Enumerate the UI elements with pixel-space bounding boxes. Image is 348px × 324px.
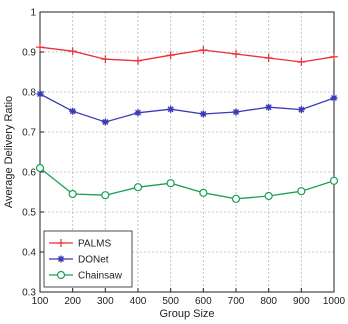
series-palms xyxy=(36,43,338,66)
legend-label: Chainsaw xyxy=(78,271,123,282)
legend-label: PALMS xyxy=(78,239,111,250)
x-tick-label: 500 xyxy=(162,296,179,307)
data-point xyxy=(57,255,65,263)
data-point xyxy=(264,191,273,201)
data-point xyxy=(329,176,339,185)
plot-frame xyxy=(39,11,335,293)
data-point xyxy=(330,94,338,102)
data-point xyxy=(232,50,240,58)
data-point xyxy=(199,110,207,118)
x-tick-label: 600 xyxy=(195,296,212,307)
x-tick-label: 700 xyxy=(228,296,245,307)
legend: PALMS DONet Chainsaw xyxy=(43,230,133,288)
x-tick-label: 1000 xyxy=(323,296,346,307)
x-axis-label: Group Size xyxy=(159,308,214,320)
series-line xyxy=(39,93,335,123)
x-tick-label: 900 xyxy=(293,296,310,307)
data-point xyxy=(69,107,77,115)
legend-item: PALMS xyxy=(49,239,111,250)
x-tick-label: 800 xyxy=(260,296,277,307)
y-axis: 0.3 0.4 0.5 0.6 0.7 0.8 0.9 1 xyxy=(22,8,44,299)
data-point xyxy=(199,188,208,197)
y-tick-label: 0.6 xyxy=(22,168,36,179)
data-point xyxy=(297,106,305,114)
series-chainsaw xyxy=(35,163,339,203)
y-tick-label: 0.4 xyxy=(22,248,36,259)
legend-item: DONet xyxy=(49,255,109,266)
data-point xyxy=(297,58,306,66)
data-point xyxy=(134,56,142,65)
x-tick-label: 400 xyxy=(130,296,147,307)
data-point xyxy=(264,54,273,62)
data-point xyxy=(101,118,109,126)
data-point xyxy=(101,55,110,64)
y-tick-label: 0.9 xyxy=(22,48,36,59)
data-point xyxy=(265,103,273,111)
x-axis: 100 200 300 400 500 600 700 800 900 1000 xyxy=(32,288,346,307)
data-point xyxy=(133,183,143,192)
data-point xyxy=(35,163,45,173)
legend-label: DONet xyxy=(78,255,109,266)
data-point xyxy=(166,179,175,188)
legend-item: Chainsaw xyxy=(49,271,123,282)
y-tick-label: 0.5 xyxy=(22,208,36,219)
data-point xyxy=(68,189,77,199)
series-group xyxy=(35,43,339,203)
data-point xyxy=(134,109,142,117)
data-point xyxy=(231,194,241,203)
series-donet xyxy=(36,90,338,126)
data-point xyxy=(57,239,65,247)
data-point xyxy=(101,191,110,200)
series-line xyxy=(39,167,335,200)
data-point xyxy=(167,105,175,113)
data-point xyxy=(68,47,77,56)
data-point xyxy=(36,43,44,52)
data-point xyxy=(330,52,338,61)
data-point xyxy=(36,90,44,98)
y-axis-label: Average Delivery Ratio xyxy=(3,96,15,208)
y-tick-label: 0.8 xyxy=(22,88,36,99)
y-tick-label: 1 xyxy=(30,8,36,19)
data-point xyxy=(166,51,175,60)
x-tick-label: 200 xyxy=(64,296,81,307)
data-point xyxy=(297,187,306,196)
y-tick-label: 0.7 xyxy=(22,128,36,139)
x-tick-label: 300 xyxy=(97,296,114,307)
x-tick-label: 100 xyxy=(32,296,49,307)
data-point xyxy=(232,108,240,116)
y-tick-label: 0.3 xyxy=(22,288,36,299)
series-line xyxy=(39,46,335,63)
data-point xyxy=(56,270,66,280)
data-point xyxy=(199,46,208,54)
